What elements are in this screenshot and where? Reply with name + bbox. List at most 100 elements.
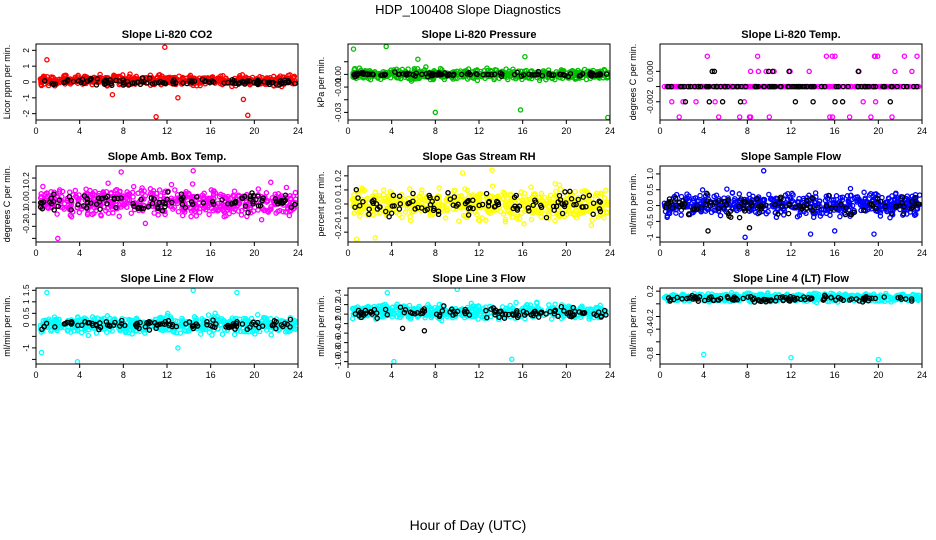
data-point [538,204,545,211]
data-point [502,216,509,223]
data-point [823,203,830,209]
data-point [518,189,524,195]
x-tick-label: 24 [605,126,615,136]
data-point [603,71,610,77]
data-point [123,328,130,335]
data-point [202,78,208,85]
data-point [183,328,189,334]
data-point [386,213,392,220]
data-point [182,204,189,211]
data-point [384,199,391,205]
data-point [872,99,879,105]
x-tick-label: 16 [830,126,840,136]
data-point [821,83,828,90]
data-point [698,208,704,215]
y-axis-label: degrees C per min. [2,166,12,243]
data-point [388,210,395,216]
data-point [862,195,869,201]
data-point [364,71,371,78]
x-tick-label: 8 [121,248,126,258]
outlier-point [807,231,814,237]
data-point [796,202,802,209]
data-point [839,99,846,105]
data-point [894,83,900,90]
data-point [193,213,200,219]
data-point [405,66,411,72]
data-point [372,189,379,196]
data-point [562,189,568,195]
x-tick-label: 16 [206,248,216,258]
data-point [381,198,388,205]
data-point [514,205,521,211]
data-point [738,196,744,202]
outlier-point [44,289,50,296]
data-point [785,83,792,90]
data-point [290,193,297,199]
data-point [509,214,516,220]
data-point [833,193,840,199]
x-tick-label: 16 [518,126,528,136]
data-point [736,203,742,209]
outlier-point [760,168,767,174]
data-point [75,196,82,202]
data-point [164,196,170,203]
data-point [185,327,192,333]
data-point [727,208,734,214]
y-tick-label: -1 [21,344,31,352]
data-point [212,310,218,317]
data-point [766,191,772,198]
data-point [164,310,171,317]
data-point [403,72,410,78]
data-point [553,203,560,210]
data-point [127,323,133,329]
data-point [138,205,145,212]
points-layer [661,53,922,120]
data-point [263,199,270,205]
data-point [693,99,699,105]
data-point [589,217,595,223]
data-point [811,83,817,90]
data-point [465,197,472,204]
data-point [505,207,511,214]
data-point [445,201,451,208]
points-layer [349,167,610,242]
data-point [561,201,567,208]
data-point [355,195,361,201]
data-point [889,83,896,90]
data-point [43,190,50,196]
data-point [861,189,867,196]
outlier-point [162,44,168,50]
data-point [115,195,121,202]
data-point [726,213,732,219]
data-point [736,191,743,197]
data-point [116,213,122,220]
data-point [799,83,806,90]
data-point [264,208,271,214]
data-point [680,198,686,204]
data-point [556,182,563,188]
data-point [266,79,273,86]
y-tick-label: 0.1 [333,184,343,196]
y-axis-label: kPa per min. [316,57,326,108]
data-point [188,199,195,205]
data-point [292,80,298,87]
data-point [286,212,293,219]
data-point [586,192,593,199]
data-point [509,210,515,217]
data-point [818,83,825,90]
outlier-point [459,170,466,176]
data-point [179,201,186,208]
series-2 [352,186,604,221]
data-point [239,72,246,78]
data-point [763,68,769,75]
data-point [451,187,458,193]
data-point [747,68,754,75]
data-point [80,203,87,209]
data-point [680,204,686,210]
series-2 [37,189,298,216]
data-point [823,53,830,59]
data-point [732,83,738,90]
data-point [216,317,223,323]
data-point [96,326,102,333]
data-point [410,198,416,204]
